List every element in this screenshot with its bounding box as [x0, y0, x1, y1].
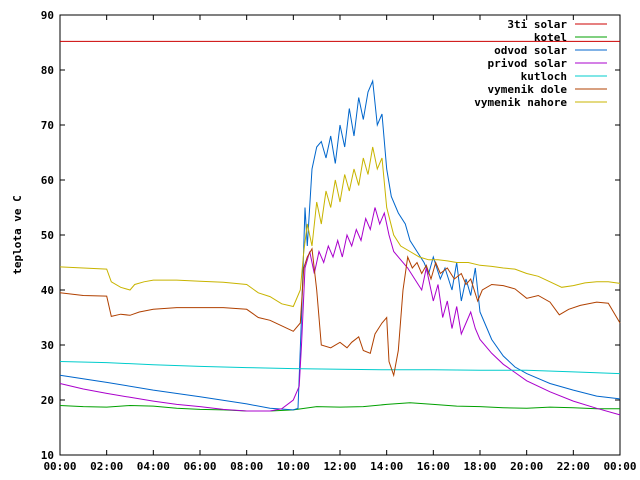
y-tick-label: 90 [41, 9, 54, 22]
x-tick-label: 12:00 [323, 460, 356, 473]
legend-label: kutloch [521, 70, 567, 83]
legend-label: odvod solar [494, 44, 567, 57]
y-tick-label: 70 [41, 119, 54, 132]
series-line-5 [59, 361, 621, 375]
y-tick-label: 50 [41, 229, 54, 242]
y-axis: 10 20 30 40 50 60 70 80 90 [41, 9, 620, 462]
x-tick-label: 04:00 [137, 460, 170, 473]
legend-label: kotel [534, 31, 567, 44]
x-tick-label: 00:00 [603, 460, 636, 473]
x-tick-label: 18:00 [463, 460, 496, 473]
x-tick-label: 16:00 [417, 460, 450, 473]
y-tick-label: 40 [41, 284, 54, 297]
x-axis: 00:00 02:00 04:00 06:00 08:00 10:00 12:00 14:00… [43, 15, 637, 473]
legend-label: privod solar [488, 57, 568, 70]
x-tick-label: 14:00 [370, 460, 403, 473]
x-tick-label: 08:00 [230, 460, 263, 473]
x-tick-label: 10:00 [277, 460, 310, 473]
y-axis-label: teplota ve C [11, 195, 24, 274]
series-line-2 [59, 402, 620, 412]
series-line-4 [59, 207, 621, 416]
y-tick-label: 80 [41, 64, 54, 77]
y-tick-label: 30 [41, 339, 54, 352]
x-tick-label: 22:00 [557, 460, 590, 473]
legend-label: vymenik nahore [474, 96, 567, 109]
x-tick-label: 02:00 [90, 460, 123, 473]
series-group [59, 40, 621, 416]
x-tick-label: 06:00 [183, 460, 216, 473]
y-tick-label: 20 [41, 394, 54, 407]
x-tick-label: 00:00 [43, 460, 76, 473]
legend-label: vymenik dole [488, 83, 568, 96]
y-tick-label: 60 [41, 174, 54, 187]
series-line-3 [59, 79, 621, 411]
y-tick-label: 10 [41, 449, 54, 462]
x-tick-label: 20:00 [510, 460, 543, 473]
legend-label: 3ti solar [507, 18, 567, 31]
series-line-7 [59, 146, 621, 308]
series-line-6 [59, 247, 621, 378]
